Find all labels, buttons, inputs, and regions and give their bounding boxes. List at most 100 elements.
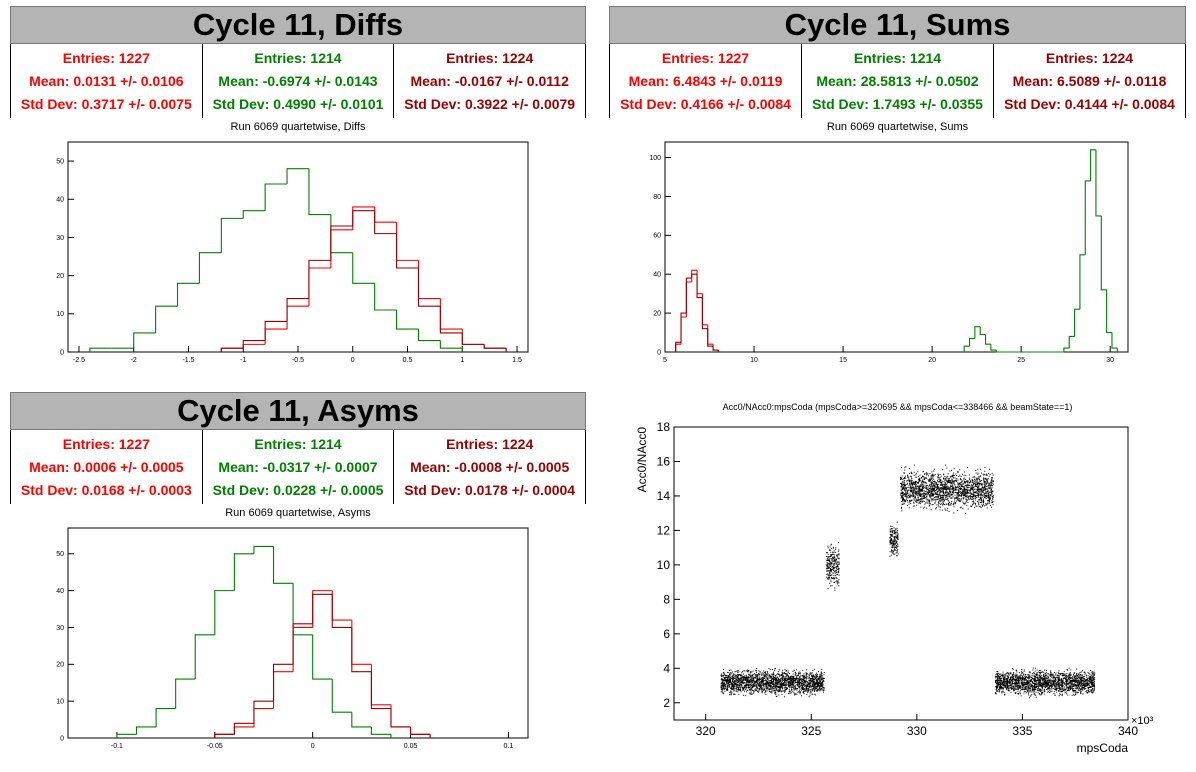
scatter-point (895, 543, 897, 545)
scatter-point (932, 490, 934, 492)
scatter-point (803, 690, 805, 692)
scatter-point (984, 466, 986, 468)
scatter-point (980, 488, 982, 490)
histogram-series (675, 273, 719, 352)
scatter-point (930, 487, 932, 489)
scatter-point (992, 495, 994, 497)
scatter-point (969, 489, 971, 491)
histogram-bin (374, 210, 397, 235)
scatter-point (976, 481, 978, 483)
scatter-point (800, 681, 802, 683)
scatter-point (944, 488, 946, 490)
scatter-point (895, 537, 897, 539)
scatter-point (738, 680, 740, 682)
scatter-point (784, 681, 786, 683)
histogram-bin (390, 708, 411, 728)
scatter-point (1092, 685, 1094, 687)
scatter-point (788, 675, 790, 677)
scatter-point (764, 674, 766, 676)
scatter-point (891, 549, 893, 551)
scatter-point (735, 678, 737, 680)
scatter-point (805, 690, 807, 692)
histogram-bin (417, 329, 441, 342)
scatter-point (729, 676, 731, 678)
scatter-point (801, 687, 803, 689)
scatter-point (955, 503, 957, 505)
scatter-point (778, 694, 780, 696)
scatter-point (750, 690, 752, 692)
scatter-point (800, 685, 802, 687)
scatter-point (807, 681, 809, 683)
scatter-point (988, 487, 990, 489)
scatter-point (761, 677, 763, 679)
scatter-point (914, 497, 916, 499)
scatter-point (901, 475, 903, 477)
scatter-point (967, 496, 969, 498)
scatter-point (890, 540, 892, 542)
scatter-point (767, 675, 769, 677)
scatter-point (827, 545, 829, 547)
scatter-point (784, 685, 786, 687)
scatter-point (995, 684, 997, 686)
scatter-point (913, 501, 915, 503)
scatter-point (971, 485, 973, 487)
scatter-point (966, 491, 968, 493)
scatter-point (781, 675, 783, 677)
scatter-point (758, 673, 760, 675)
scatter-point (902, 498, 904, 500)
scatter-point (792, 673, 794, 675)
scatter-point (792, 670, 794, 672)
scatter-point (889, 543, 891, 545)
scatter-point (724, 685, 726, 687)
scatter-point (774, 692, 776, 694)
scatter-point (891, 550, 893, 552)
scatter-point (745, 695, 747, 697)
scatter-point (813, 678, 815, 680)
scatter-point (921, 494, 923, 496)
scatter-point (762, 684, 764, 686)
scatter-point (721, 690, 723, 692)
scatter-point (950, 485, 952, 487)
scatter-point (763, 675, 765, 677)
scatter-point (804, 688, 806, 690)
scatter-point (827, 574, 829, 576)
scatter-point (923, 476, 925, 478)
scatter-point (928, 488, 930, 490)
scatter-point (936, 486, 938, 488)
scatter-point (890, 535, 892, 537)
scatter-point (832, 572, 834, 574)
scatter-point (745, 670, 747, 672)
scatter-point (951, 487, 953, 489)
scatter-point (939, 492, 941, 494)
scatter-point (803, 683, 805, 685)
scatter-point (954, 477, 956, 479)
scatter-point (1008, 689, 1010, 691)
scatter-point (741, 674, 743, 676)
scatter-point (1012, 687, 1014, 689)
scatter-point (973, 475, 975, 477)
scatter-point (978, 489, 980, 491)
scatter-point (727, 679, 729, 681)
scatter-point (768, 680, 770, 682)
scatter-point (757, 674, 759, 676)
scatter-point (918, 502, 920, 504)
scatter-point (799, 692, 801, 694)
scatter-point (921, 486, 923, 488)
scatter-point (782, 675, 784, 677)
scatter-point (977, 473, 979, 475)
x-tick-label: 320 (696, 724, 716, 738)
histogram-bin (691, 273, 698, 279)
scatter-point (758, 689, 760, 691)
scatter-point (941, 496, 943, 498)
scatter-point (969, 489, 971, 491)
scatter-point (809, 685, 811, 687)
scatter-point (959, 491, 961, 493)
scatter-point (964, 503, 966, 505)
scatter-point (974, 482, 976, 484)
scatter-point (823, 680, 825, 682)
scatter-point (926, 485, 928, 487)
scatter-point (961, 494, 963, 496)
scatter-point (957, 471, 959, 473)
scatter-point (889, 541, 891, 543)
